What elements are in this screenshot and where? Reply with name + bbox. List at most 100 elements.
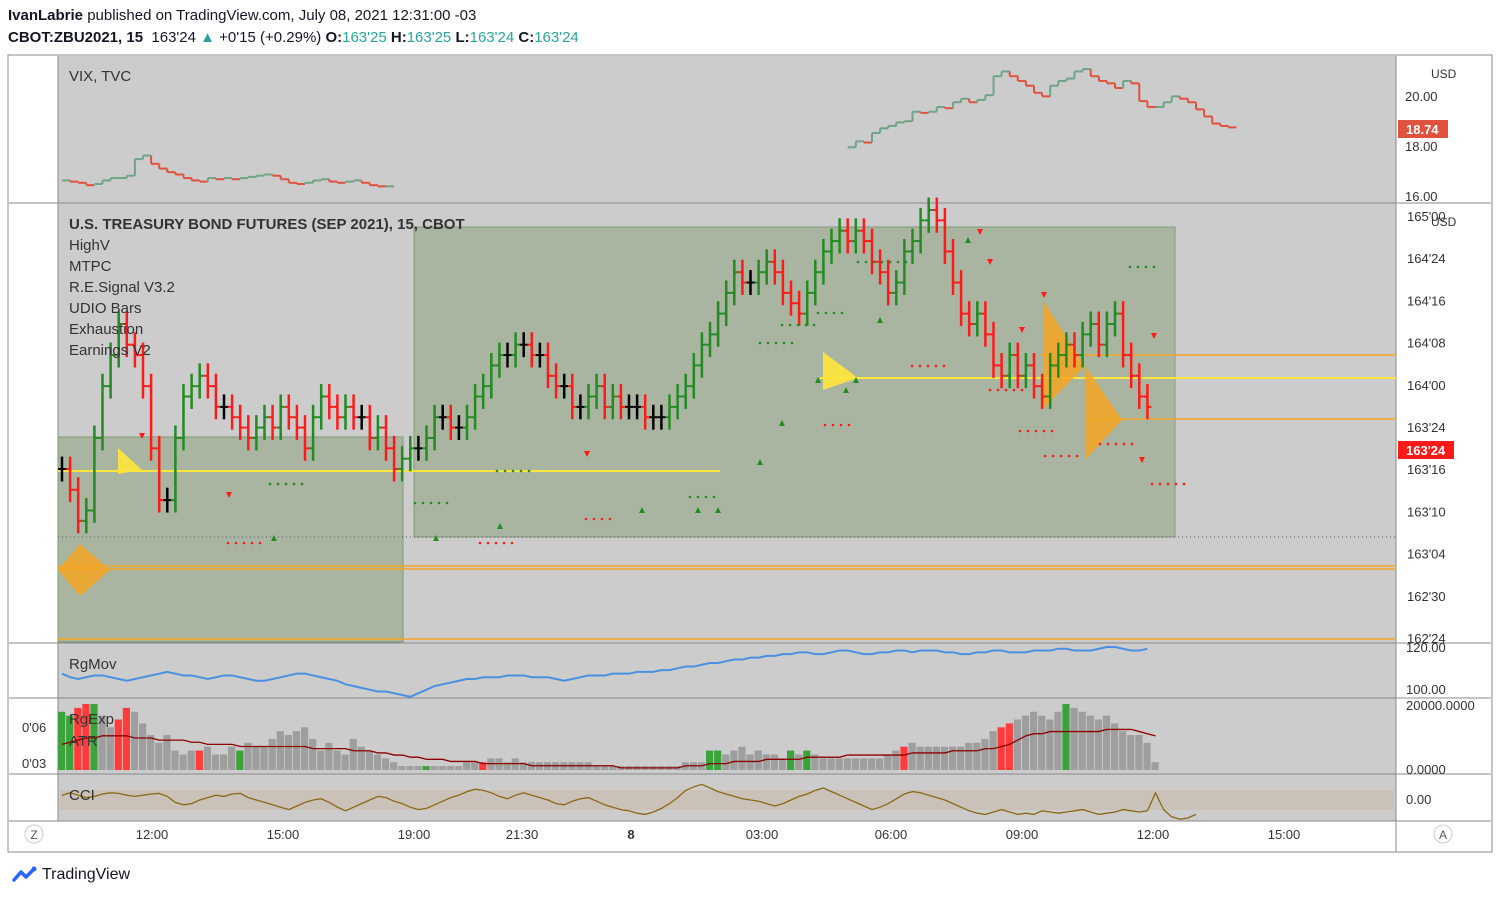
time-axis[interactable]: 12:00 15:00 19:00 21:30 8 03:00 06:00 09:00 12:0… — [136, 827, 1301, 842]
signal-dot — [592, 517, 596, 521]
indicator-label[interactable]: R.E.Signal V3.2 — [69, 279, 175, 296]
buy-triangle — [639, 507, 645, 513]
signal-dot — [1166, 482, 1170, 486]
rgexp-bar — [82, 704, 90, 770]
auto-scale-button[interactable] — [1433, 824, 1453, 844]
rgexp-bar — [600, 766, 608, 770]
publisher-name[interactable]: IvanLabrie — [8, 7, 84, 24]
scale-z-button[interactable] — [24, 824, 44, 844]
rgexp-bar — [398, 766, 406, 770]
rgexp-bar — [973, 742, 981, 770]
rgexp-bar — [1094, 719, 1102, 770]
rgexp-bar — [1078, 711, 1086, 770]
rgmov-tick-1: 100.00 — [1406, 682, 1446, 697]
buy-triangle — [779, 420, 785, 426]
rgexp-bar — [932, 746, 940, 770]
rgexp-tick-1: 0.0000 — [1406, 762, 1446, 777]
signal-dot — [292, 482, 296, 486]
signal-dot — [250, 541, 254, 545]
rgexp-bar — [463, 762, 471, 770]
rgmov-series — [61, 646, 1148, 698]
signal-wedge-1 — [118, 448, 142, 474]
rgexp-bar — [365, 750, 373, 770]
zb-title: U.S. TREASURY BOND FUTURES (SEP 2021), 1… — [69, 216, 465, 233]
signal-dot — [824, 311, 828, 315]
signal-dot — [242, 541, 246, 545]
rgexp-bar — [989, 731, 997, 770]
signal-dot — [1158, 482, 1162, 486]
signal-dot — [816, 311, 820, 315]
buy-triangle — [965, 237, 971, 243]
open-label: O: — [325, 29, 343, 46]
up-arrow-icon: ▲ — [200, 29, 215, 46]
signal-dot — [300, 482, 304, 486]
signal-dot — [782, 341, 786, 345]
signal-dot — [934, 364, 938, 368]
rgexp-bar — [292, 731, 301, 770]
signal-dot — [904, 260, 908, 264]
rgexp-bar — [908, 742, 916, 770]
auto-scale-label[interactable]: A — [1439, 828, 1447, 842]
signal-dot — [1026, 429, 1030, 433]
low-label: L: — [455, 29, 470, 46]
tradingview-brand[interactable]: TradingView — [12, 866, 130, 884]
indicator-label[interactable]: Earnings V2 — [69, 342, 151, 359]
signal-dot — [880, 260, 884, 264]
zb-price-tick: 164'00 — [1407, 378, 1446, 393]
signal-dot — [856, 260, 860, 264]
signal-dot — [478, 541, 482, 545]
rgexp-title: RgExp — [69, 711, 114, 728]
rgexp-bar — [1127, 735, 1135, 770]
sell-triangle — [977, 229, 983, 235]
signal-dot — [910, 364, 914, 368]
signal-dot — [896, 260, 900, 264]
vix-last-badge — [1398, 120, 1448, 138]
rgexp-bar — [608, 766, 616, 770]
signal-dot — [1034, 429, 1038, 433]
signal-dot — [276, 482, 280, 486]
published-text: published on TradingView.com, July 08, 2… — [87, 7, 477, 24]
rgexp-bar — [187, 750, 195, 770]
rgmov-tick-0: 120.00 — [1406, 640, 1446, 655]
indicator-label[interactable]: UDIO Bars — [69, 300, 142, 317]
signal-dot — [584, 517, 588, 521]
signal-dot — [1043, 454, 1047, 458]
signal-dot — [1075, 454, 1079, 458]
publish-line: IvanLabrie published on TradingView.com,… — [8, 7, 476, 24]
sell-triangle — [987, 259, 993, 265]
rgexp-bar — [519, 762, 527, 770]
rgmov-line — [61, 646, 1148, 698]
signal-dot — [1020, 388, 1024, 392]
tradingview-logo-icon — [12, 866, 37, 882]
rgexp-series — [58, 704, 1159, 770]
vix-title: VIX, TVC — [69, 68, 131, 85]
zb-price-tick: 162'30 — [1407, 589, 1446, 604]
rgexp-bar — [892, 750, 900, 770]
rgexp-bar — [58, 711, 66, 770]
signal-dot — [511, 469, 515, 473]
indicator-label[interactable]: Exhaustion — [69, 321, 143, 338]
signal-dot — [1122, 442, 1126, 446]
rgexp-bar — [1135, 735, 1143, 770]
signal-dot — [421, 501, 425, 505]
sell-triangle — [1019, 327, 1025, 333]
rgexp-bar — [778, 758, 787, 770]
rgexp-bar — [90, 704, 98, 770]
scale-z-label[interactable]: Z — [30, 828, 37, 842]
rgexp-bar — [940, 746, 949, 770]
rgexp-bar — [949, 746, 957, 770]
indicator-label[interactable]: HighV — [69, 237, 110, 254]
indicator-label[interactable]: MTPC — [69, 258, 112, 275]
rgexp-bar — [876, 758, 884, 770]
signal-dot — [1059, 454, 1063, 458]
zb-price-ticks: 165'00 164'24 164'16 164'08 164'00 163'24 163'… — [1407, 209, 1446, 646]
rgexp-bar — [819, 758, 827, 770]
rgexp-bar — [924, 746, 932, 770]
rgexp-bar — [957, 746, 965, 770]
time-label: 12:00 — [1137, 827, 1170, 842]
close-value: 163'24 — [534, 29, 579, 46]
time-label: 15:00 — [1268, 827, 1301, 842]
signal-dot — [766, 341, 770, 345]
signal-wedge-2 — [823, 352, 858, 390]
